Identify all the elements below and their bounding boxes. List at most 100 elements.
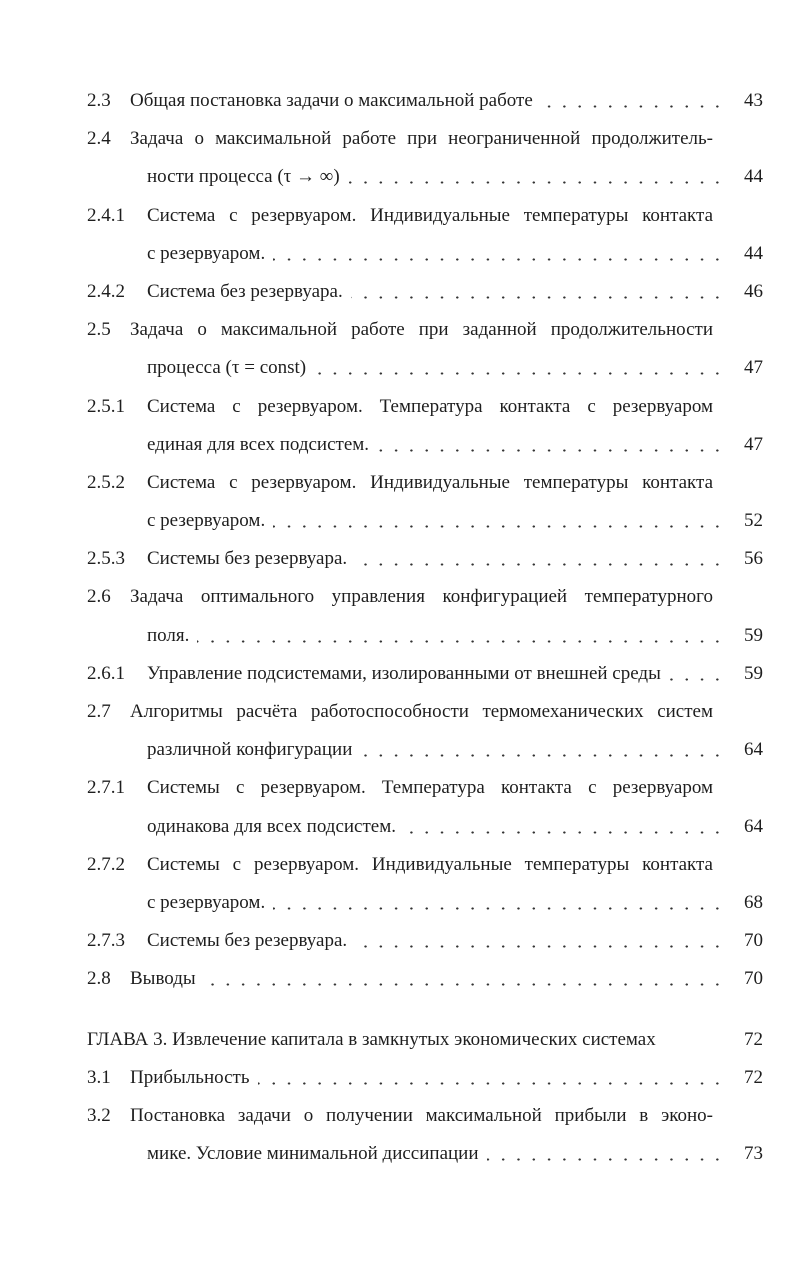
entry-title: Прибыльность (130, 1066, 250, 1088)
toc-entry-continuation[interactable]: с резервуаром. 52 (87, 502, 763, 540)
toc-entry[interactable]: 2.5 Задача о максимальной работе при зада… (87, 311, 763, 349)
page-number: 52 (744, 510, 763, 532)
entry-number: 3.2 (87, 1104, 111, 1126)
dot-leader (197, 639, 725, 643)
entry-title: с резервуаром. (147, 242, 266, 264)
toc-entry[interactable]: 2.4.1 Система с резервуаром. Индивидуальн… (87, 197, 763, 235)
entry-title: Задача оптимального управления конфигура… (130, 586, 713, 608)
page-number: 43 (744, 90, 763, 111)
entry-title: единая для всех подсистем. (147, 433, 370, 455)
toc-entry-continuation[interactable]: одинакова для всех подсистем. 64 (87, 808, 763, 846)
page-number: 68 (744, 891, 763, 913)
toc-entry[interactable]: 2.6.1 Управление подсистемами, изолирован… (87, 655, 763, 693)
dot-leader (669, 677, 725, 681)
toc-entry[interactable]: 2.5.3 Системы без резервуара. 56 (87, 540, 763, 578)
entry-number: 2.3 (87, 90, 111, 111)
page-number: 70 (744, 968, 763, 990)
dot-leader (355, 945, 725, 949)
dot-leader (258, 1081, 725, 1085)
entry-title: Система с резервуаром. Температура конта… (147, 395, 713, 417)
toc-entry-continuation[interactable]: мике. Условие минимальной диссипации 73 (87, 1135, 763, 1173)
dot-leader (351, 295, 725, 299)
toc-entry[interactable]: 2.6 Задача оптимального управления конфиг… (87, 578, 763, 616)
toc-entry-continuation[interactable]: поля. 59 (87, 617, 763, 655)
entry-number: 3.1 (87, 1066, 111, 1088)
entry-number: 2.8 (87, 968, 111, 990)
toc-entry-continuation[interactable]: различной конфигурации 64 (87, 731, 763, 769)
page-number: 44 (744, 166, 763, 188)
page-number: 70 (744, 930, 763, 952)
dot-leader (541, 105, 725, 108)
toc-entry[interactable]: 2.7 Алгоритмы расчёта работоспособности т… (87, 693, 763, 731)
toc-entry[interactable]: 2.3 Общая постановка задачи о максимально… (87, 82, 763, 120)
dot-leader (487, 1158, 725, 1162)
entry-title: Системы без резервуара. (147, 548, 348, 570)
dot-leader (273, 257, 725, 261)
entry-number: 2.6.1 (87, 662, 125, 684)
toc-entry-continuation[interactable]: процесса (τ = const) 47 (87, 349, 763, 387)
toc-entry[interactable]: 2.5.2 Система с резервуаром. Индивидуальн… (87, 464, 763, 502)
entry-number: 2.7 (87, 701, 111, 722)
page-number: 72 (744, 1066, 763, 1088)
entry-number: 2.4.2 (87, 280, 125, 302)
entry-title: Задача о максимальной работе при заданно… (130, 319, 713, 341)
dot-leader (314, 372, 725, 376)
table-of-contents: 2.3 Общая постановка задачи о максимально… (87, 82, 763, 1173)
toc-entry[interactable]: 2.7.2 Системы с резервуаром. Индивидуальн… (87, 846, 763, 884)
entry-number: 2.5 (87, 319, 111, 341)
page-number: 44 (744, 242, 763, 264)
entry-number: 2.5.2 (87, 471, 125, 493)
page-number: 46 (744, 280, 763, 302)
entry-title: Система без резервуара. (147, 280, 343, 302)
entry-title: одинакова для всех подсистем. (147, 815, 396, 837)
toc-entry[interactable]: ГЛАВА 3. Извлечение капитала в замкнутых… (87, 1021, 763, 1059)
dot-leader (377, 448, 725, 452)
entry-title: Алгоритмы расчёта работоспособности терм… (130, 701, 713, 722)
page-number: 56 (744, 548, 763, 570)
entry-title: ГЛАВА 3. Извлечение капитала в замкнутых… (87, 1028, 656, 1050)
entry-title: Общая постановка задачи о максимальной р… (130, 90, 533, 111)
entry-title: процесса (τ = const) (147, 357, 307, 379)
dot-leader (404, 830, 725, 834)
toc-entry[interactable]: 2.4 Задача о максимальной работе при неог… (87, 120, 763, 158)
entry-number: 2.6 (87, 586, 111, 608)
page-number: 64 (744, 739, 763, 761)
entry-title: Управление подсистемами, изолированными … (147, 662, 661, 684)
dot-leader (273, 525, 725, 529)
toc-entry[interactable]: 2.5.1 Система с резервуаром. Температура … (87, 388, 763, 426)
entry-title: различной конфигурации (147, 739, 353, 761)
toc-entry[interactable]: 3.1 Прибыльность 72 (87, 1059, 763, 1097)
toc-entry[interactable]: 2.7.3 Системы без резервуара. 70 (87, 922, 763, 960)
entry-title: ности процесса (τ → ∞) (147, 166, 340, 188)
toc-entry-continuation[interactable]: ности процесса (τ → ∞) 44 (87, 158, 763, 196)
page-number: 73 (744, 1143, 763, 1165)
dot-leader (355, 563, 725, 567)
entry-number: 2.7.1 (87, 777, 125, 799)
entry-title: Системы с резервуаром. Индивидуальные те… (147, 853, 713, 875)
entry-title: с резервуаром. (147, 891, 266, 913)
entry-title: Системы без резервуара. (147, 930, 348, 952)
dot-leader (360, 754, 725, 758)
entry-number: 2.5.3 (87, 548, 125, 570)
toc-entry-continuation[interactable]: с резервуаром. 68 (87, 884, 763, 922)
toc-entry[interactable]: 2.8 Выводы 70 (87, 960, 763, 998)
entry-title: Системы с резервуаром. Температура конта… (147, 777, 713, 799)
entry-title: поля. (147, 624, 190, 646)
toc-entry-continuation[interactable]: с резервуаром. 44 (87, 235, 763, 273)
dot-leader (273, 906, 725, 910)
toc-entry[interactable]: 2.7.1 Системы с резервуаром. Температура … (87, 769, 763, 807)
toc-entry-continuation[interactable]: единая для всех подсистем. 47 (87, 426, 763, 464)
toc-entry[interactable]: 2.4.2 Система без резервуара. 46 (87, 273, 763, 311)
page-number: 72 (744, 1028, 763, 1050)
entry-title: с резервуаром. (147, 510, 266, 532)
page-number: 47 (744, 433, 763, 455)
page-number: 47 (744, 357, 763, 379)
entry-title: Выводы (130, 968, 196, 990)
entry-title: мике. Условие минимальной диссипации (147, 1143, 479, 1165)
page-number: 59 (744, 624, 763, 646)
entry-number: 2.7.2 (87, 853, 125, 875)
dot-leader (204, 983, 725, 987)
toc-entry[interactable]: 3.2 Постановка задачи о получении максима… (87, 1097, 763, 1135)
entry-number: 2.7.3 (87, 930, 125, 952)
